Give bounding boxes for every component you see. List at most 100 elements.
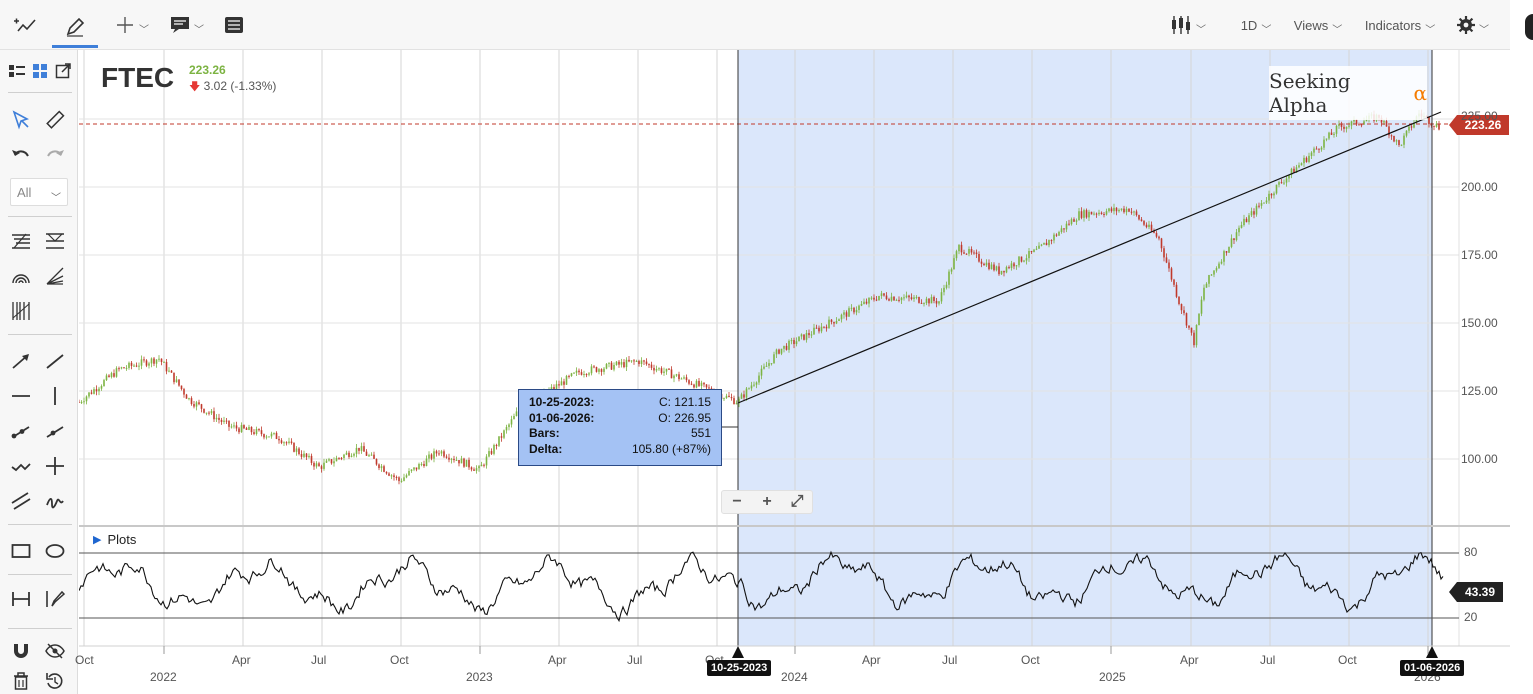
- ruler-icon[interactable]: [42, 107, 68, 133]
- candle-body: [815, 327, 818, 329]
- candle-body: [580, 372, 583, 375]
- candle-body: [225, 420, 228, 422]
- timeframe-select[interactable]: 1D ﹀: [1234, 8, 1278, 42]
- candle-body: [648, 364, 650, 366]
- rectangle-icon[interactable]: [8, 538, 34, 564]
- candle-body: [865, 301, 868, 304]
- candle-body: [775, 349, 778, 355]
- candle-body: [1268, 193, 1270, 201]
- fib-time-zones-icon[interactable]: [8, 298, 34, 324]
- candle-body: [640, 360, 643, 365]
- x-year-label: 2022: [150, 670, 177, 684]
- arrow-line-icon[interactable]: [8, 348, 34, 374]
- candle-body: [1090, 211, 1093, 215]
- annotation-icon[interactable]: ﹀: [166, 8, 208, 42]
- candle-body: [278, 438, 280, 441]
- candle-body: [475, 468, 478, 471]
- ellipse-icon[interactable]: [42, 538, 68, 564]
- chart-area[interactable]: FTEC 223.26 🡇 3.02 (-1.33%) Seeking Alph…: [75, 50, 1510, 694]
- plots-toggle[interactable]: ▶ Plots: [93, 532, 136, 547]
- vertical-line-icon[interactable]: [42, 383, 68, 409]
- candle-body: [1315, 148, 1318, 150]
- help-bubble-icon[interactable]: [1525, 14, 1533, 40]
- settings-gear-icon[interactable]: ﹀: [1452, 8, 1494, 42]
- candle-body: [973, 252, 975, 254]
- candle-body: [365, 451, 368, 456]
- candle-body: [1265, 200, 1268, 203]
- horizontal-line-icon[interactable]: [8, 383, 34, 409]
- date-range-icon[interactable]: [8, 586, 34, 612]
- candle-body: [1335, 125, 1338, 134]
- candle-body: [1208, 275, 1210, 284]
- grid-view-icon[interactable]: [27, 58, 53, 84]
- candle-body: [758, 375, 760, 383]
- chart-type-icon[interactable]: ﹀: [1164, 8, 1212, 42]
- magnet-icon[interactable]: [8, 638, 34, 664]
- crosshair-icon[interactable]: ﹀: [112, 8, 152, 42]
- trend-line-icon[interactable]: [42, 348, 68, 374]
- candle-body: [380, 466, 383, 469]
- polyline-icon[interactable]: [8, 453, 34, 479]
- candle-body: [843, 312, 845, 315]
- parallel-channel-icon[interactable]: [8, 488, 34, 514]
- cursor-select-icon[interactable]: [8, 107, 34, 133]
- list-view-icon[interactable]: [4, 58, 30, 84]
- crosshair-line-icon[interactable]: [42, 453, 68, 479]
- candle-body: [968, 248, 970, 254]
- candle-body: [1340, 124, 1343, 127]
- candle-body: [415, 467, 418, 470]
- extended-line-icon[interactable]: [42, 418, 68, 444]
- news-icon[interactable]: [222, 8, 246, 42]
- fit-screen-button[interactable]: ⤢: [790, 493, 804, 510]
- candle-body: [268, 436, 270, 438]
- ray-line-icon[interactable]: [8, 418, 34, 444]
- trash-icon[interactable]: [8, 668, 34, 694]
- price-chart[interactable]: [79, 50, 1510, 694]
- drawing-toolbar: All ﹀: [0, 50, 78, 694]
- candle-body: [1045, 242, 1048, 246]
- candle-body: [1213, 270, 1215, 275]
- add-chart-icon[interactable]: [10, 8, 40, 42]
- fib-fan-icon[interactable]: [42, 263, 68, 289]
- candle-body: [228, 420, 230, 427]
- candle-body: [253, 432, 255, 434]
- candle-body: [948, 271, 950, 285]
- zoom-in-button[interactable]: +: [762, 493, 772, 510]
- views-menu[interactable]: Views ﹀: [1290, 8, 1346, 42]
- drawing-filter-select[interactable]: All ﹀: [10, 178, 68, 206]
- candle-body: [565, 375, 568, 385]
- candle-body: [288, 441, 290, 443]
- popout-icon[interactable]: [50, 58, 76, 84]
- redo-icon[interactable]: [42, 142, 68, 168]
- candle-body: [1258, 205, 1260, 207]
- candle-body: [1058, 231, 1060, 236]
- candle-body: [343, 454, 345, 459]
- brush-icon[interactable]: [42, 586, 68, 612]
- candle-body: [1248, 215, 1250, 223]
- candle-body: [1240, 225, 1243, 228]
- indicators-menu[interactable]: Indicators ﹀: [1360, 8, 1440, 42]
- candle-body: [460, 458, 463, 464]
- hide-drawings-icon[interactable]: [42, 638, 68, 664]
- candle-body: [1088, 211, 1090, 218]
- candle-body: [160, 358, 163, 363]
- draw-tool-icon[interactable]: [52, 8, 98, 48]
- fib-retracement-icon[interactable]: [8, 228, 34, 254]
- undo-icon[interactable]: [8, 142, 34, 168]
- x-month-label: Apr: [548, 653, 567, 667]
- zoom-out-button[interactable]: −: [732, 493, 742, 510]
- reset-icon[interactable]: [42, 668, 68, 694]
- candle-body: [765, 365, 768, 367]
- candle-body: [318, 463, 320, 467]
- fib-arcs-icon[interactable]: [8, 263, 34, 289]
- fib-extension-icon[interactable]: [42, 228, 68, 254]
- candle-body: [1080, 211, 1083, 218]
- chevron-down-icon: ﹀: [1332, 24, 1343, 36]
- last-price: 223.26: [189, 63, 226, 77]
- candle-body: [1020, 256, 1023, 262]
- candle-body: [1353, 119, 1355, 122]
- candle-body: [435, 451, 438, 454]
- candle-body: [413, 467, 415, 470]
- freehand-icon[interactable]: [42, 488, 68, 514]
- candle-body: [1163, 248, 1165, 258]
